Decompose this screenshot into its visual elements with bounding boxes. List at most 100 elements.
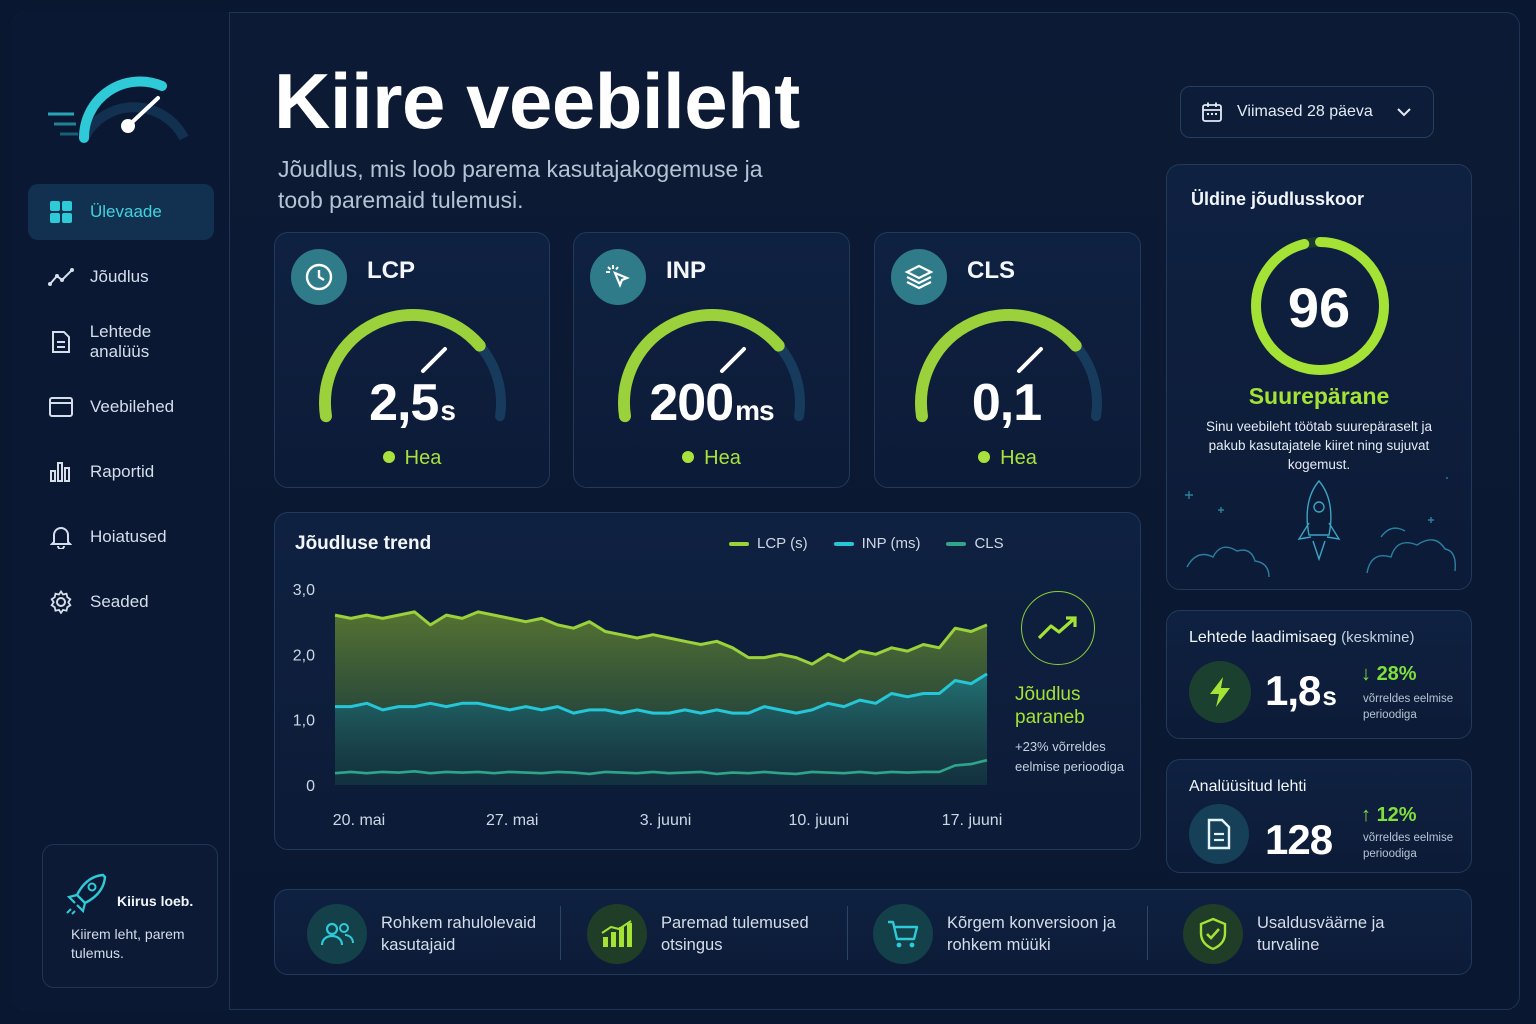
date-range-dropdown[interactable]: Viimased 28 päeva	[1180, 86, 1434, 138]
metric-name: INP	[666, 257, 707, 284]
legend-item-inp: INP (ms)	[833, 535, 921, 552]
benefit-text: Kõrgem konversioon ja rohkem müüki	[947, 914, 1116, 954]
stat-value-number: 1,8	[1265, 667, 1321, 714]
sidebar-item-seaded[interactable]: Seaded	[28, 574, 214, 630]
x-tick-label: 3. juuni	[640, 812, 692, 829]
legend-label: INP (ms)	[861, 535, 921, 552]
legend-swatch	[833, 541, 854, 546]
legend-label: CLS	[974, 535, 1004, 552]
sidebar-item-veebilehed[interactable]: Veebilehed	[28, 379, 214, 435]
benefits-bar: Rohkem rahulolevaid kasutajaid Paremad t…	[274, 889, 1472, 975]
bell-icon	[48, 524, 74, 550]
users-icon	[307, 904, 367, 964]
benefit-item: Rohkem rahulolevaid kasutajaid	[307, 904, 551, 964]
score-ring-fill	[1251, 237, 1389, 375]
sidebar-item-lehtede-analuus[interactable]: Lehtede analüüs	[28, 314, 214, 370]
layers-icon	[891, 249, 947, 305]
promo-title: Kiirus loeb.	[117, 893, 194, 909]
score-ring	[1251, 237, 1389, 375]
score-value: 96	[1287, 276, 1351, 339]
stat-value-unit: s	[1322, 681, 1337, 711]
status-dot	[682, 451, 695, 463]
metric-value-unit: s	[440, 395, 456, 426]
series-area-inp	[335, 673, 987, 785]
sidebar: Ülevaade Jõudlus Lehtede analüüs Veebile…	[12, 12, 230, 1010]
sidebar-item-label: Lehtede analüüs	[89, 322, 152, 361]
trend-up-icon	[1021, 591, 1095, 665]
metric-card-inp[interactable]: INP 200ms Hea	[573, 232, 850, 488]
metric-value-number: 2,5	[369, 374, 439, 432]
metric-card-lcp[interactable]: LCP 2,5s Hea	[274, 232, 550, 488]
gauge-fill	[319, 309, 486, 423]
trend-summary-title: Jõudlus paraneb	[1015, 684, 1085, 728]
rocket-clouds-illustration	[1185, 477, 1456, 578]
bolt-icon	[1189, 661, 1251, 723]
arrow-down-icon: ↓	[1361, 663, 1371, 685]
clock-icon	[291, 249, 347, 305]
status-badge: Hea	[875, 447, 1140, 470]
metric-card-cls[interactable]: CLS 0,1 Hea	[874, 232, 1141, 488]
metric-value-number: 0,1	[971, 374, 1042, 432]
gauge-fill	[915, 309, 1082, 423]
divider	[1147, 906, 1148, 960]
y-tick-label: 1,0	[293, 713, 315, 730]
document-icon	[48, 329, 74, 355]
legend-item-cls: CLS	[946, 535, 1004, 552]
y-tick-label: 2,0	[293, 647, 315, 664]
page-subtitle: Jõudlus, mis loob parema kasutajakogemus…	[278, 156, 763, 213]
rocket-icon	[66, 873, 107, 915]
metric-value: 2,5s	[275, 373, 549, 433]
status-label: Hea	[704, 447, 741, 469]
page-title: Kiire veebileht	[274, 57, 800, 145]
stat-delta-value: 28%	[1376, 663, 1417, 685]
sidebar-item-label: Raportid	[90, 462, 155, 481]
sidebar-item-hoiatused[interactable]: Hoiatused	[28, 509, 214, 565]
sidebar-item-label: Ülevaade	[90, 202, 162, 221]
arrow-up-icon: ↑	[1361, 804, 1371, 826]
metric-value: 0,1	[875, 373, 1140, 433]
metric-value: 200ms	[574, 373, 849, 433]
sidebar-item-joudlus[interactable]: Jõudlus	[28, 249, 214, 305]
x-tick-label: 10. juuni	[789, 812, 850, 829]
chevron-down-icon	[1397, 108, 1411, 117]
cursor-click-icon	[590, 249, 646, 305]
trend-chart: 3,0 2,0 1,0 0 20. mai 27. mai 3. juuni 10. juun…	[293, 582, 1003, 829]
grid-icon	[48, 199, 74, 225]
stat-title: Lehtede laadimisaeg (keskmine)	[1189, 629, 1414, 647]
divider	[560, 906, 561, 960]
stat-title-text: Lehtede laadimisaeg	[1189, 629, 1337, 646]
metric-value-number: 200	[649, 374, 734, 432]
legend-label: LCP (s)	[757, 535, 808, 552]
sidebar-item-raportid[interactable]: Raportid	[28, 444, 214, 500]
score-label: Suurepärane	[1248, 383, 1390, 409]
gauge-needle	[1017, 347, 1043, 373]
cart-icon	[873, 904, 933, 964]
divider	[847, 906, 848, 960]
score-description: Sinu veebileht töötab suurepäraselt ja p…	[1206, 419, 1432, 472]
metric-gauge	[915, 309, 1102, 423]
metric-value-unit: ms	[735, 395, 774, 426]
benefit-text: Rohkem rahulolevaid kasutajaid	[381, 914, 537, 954]
stat-delta: ↓ 28%	[1361, 663, 1417, 686]
x-tick-label: 27. mai	[486, 812, 538, 829]
stat-value: 1,8s	[1265, 667, 1337, 715]
y-tick-label: 0	[306, 778, 315, 795]
status-dot	[382, 451, 395, 463]
chart-legend: LCP (s) INP (ms) CLS	[729, 535, 1030, 552]
speedometer-logo-icon	[48, 76, 189, 143]
x-tick-label: 20. mai	[333, 812, 385, 829]
gear-icon	[48, 589, 74, 615]
status-badge: Hea	[574, 447, 849, 470]
sidebar-item-ulevaade[interactable]: Ülevaade	[28, 184, 214, 240]
benefit-text: Usaldusväärne ja turvaline	[1257, 914, 1385, 954]
score-title: Üldine jõudlusskoor	[1191, 189, 1365, 209]
legend-item-lcp: LCP (s)	[729, 535, 808, 552]
stat-note: võrreldes eelmise perioodiga	[1363, 693, 1454, 721]
series-line-lcp	[334, 610, 988, 666]
load-time-card: Lehtede laadimisaeg (keskmine) 1,8s ↓ 28…	[1166, 610, 1472, 739]
x-tick-label: 17. juuni	[942, 812, 1003, 829]
growth-chart-icon	[587, 904, 647, 964]
promo-text: Kiirem leht, parem tulemus.	[71, 926, 185, 961]
stat-title: Analüüsitud lehti	[1189, 778, 1307, 795]
series-line-inp	[335, 672, 988, 715]
